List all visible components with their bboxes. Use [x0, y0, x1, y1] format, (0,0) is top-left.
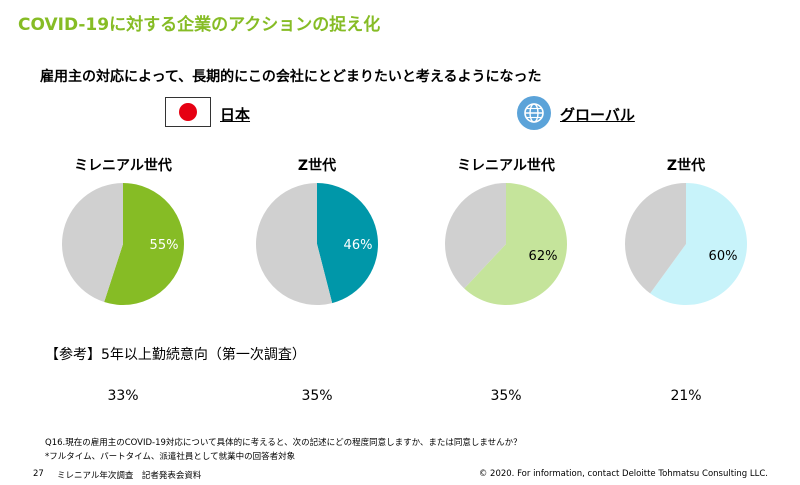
pie-title-global-genz: Z世代 — [666, 158, 706, 174]
pie-label-japan-millennial: 55% — [150, 238, 179, 253]
page-number: 27 — [33, 469, 44, 479]
japan-flag-icon — [165, 97, 211, 127]
region-label-japan: 日本 — [220, 106, 251, 124]
page-title: COVID-19に対する企業のアクションの捉え化 — [18, 15, 381, 35]
region-label-global: グローバル — [560, 106, 635, 124]
reference-value: 35% — [490, 388, 522, 404]
pie-title-japan-millennial: ミレニアル世代 — [74, 158, 172, 174]
pie-label-japan-genz: 46% — [344, 238, 373, 253]
pie-label-global-millennial: 62% — [529, 249, 558, 264]
pie-slice-global-millennial-rest — [444, 183, 506, 289]
footnote-respondents: *フルタイム、パートタイム、派遣社員として就業中の回答者対象 — [45, 452, 296, 462]
pie-label-global-genz: 60% — [709, 249, 738, 264]
document-name: ミレニアル年次調査 記者発表会資料 — [57, 471, 202, 481]
pie-title-japan-genz: Z世代 — [297, 158, 337, 174]
pie-slice-global-genz-rest — [625, 183, 686, 294]
pie-slice-global-genz-value — [650, 183, 747, 305]
pie-title-global-millennial: ミレニアル世代 — [457, 158, 555, 174]
pie-slice-japan-millennial-value — [104, 183, 185, 305]
chart-subtitle: 雇用主の対応によって、長期的にこの会社にとどまりたいと考えるようになった — [40, 69, 542, 85]
reference-value: 33% — [107, 388, 139, 404]
pie-slice-global-millennial-value — [464, 183, 567, 305]
reference-heading: 【参考】5年以上勤続意向（第一次調査） — [45, 347, 306, 363]
pie-charts: 55% 46% 62% 60% — [62, 182, 747, 306]
reference-value: 21% — [670, 388, 702, 404]
globe-icon — [517, 96, 551, 130]
footnote-question: Q16.現在の雇用主のCOVID-19対応について具体的に考えると、次の記述にど… — [45, 438, 522, 448]
copyright: © 2020. For information, contact Deloitt… — [478, 469, 768, 479]
pie-slice-japan-millennial-rest — [62, 182, 123, 303]
pie-slice-japan-genz-value — [317, 183, 378, 304]
pie-slice-japan-genz-rest — [256, 183, 333, 306]
reference-value: 35% — [301, 388, 333, 404]
